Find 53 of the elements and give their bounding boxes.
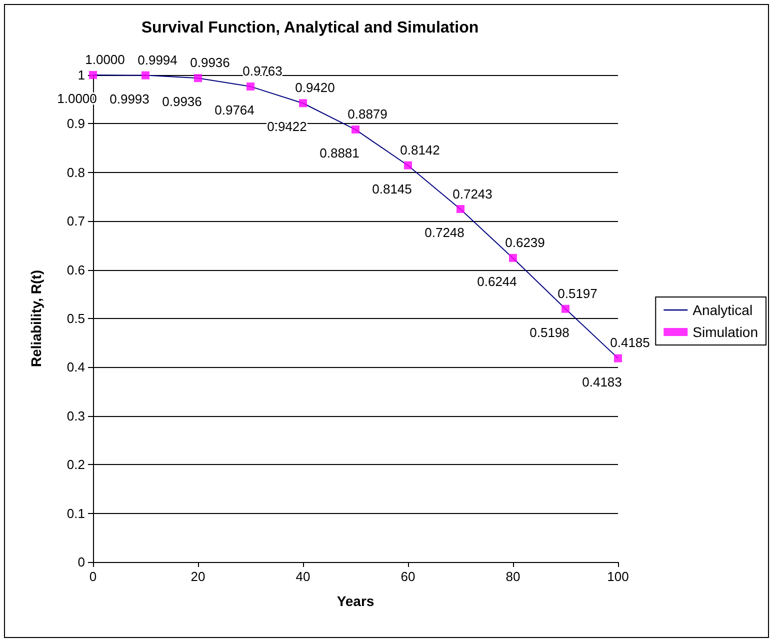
- y-tick-label: 0.7: [66, 214, 85, 229]
- data-label: 0.6244: [477, 274, 517, 289]
- data-label: 0.9764: [214, 102, 254, 118]
- data-label: 0.5198: [530, 324, 570, 340]
- point: [142, 71, 150, 80]
- y-axis-title: Reliability, R(t): [28, 270, 44, 367]
- x-tick-label: 40: [296, 569, 310, 584]
- data-label: 0.9763: [242, 64, 282, 79]
- point: [614, 354, 622, 362]
- y-tick-label: 1: [78, 68, 85, 82]
- x-tick-label: 100: [607, 569, 629, 584]
- point: [352, 125, 360, 134]
- y-tick-label: 0.2: [66, 457, 85, 472]
- point: [194, 74, 202, 82]
- data-label: 0.8879: [348, 106, 388, 122]
- data-label: 0.9420: [295, 80, 335, 96]
- legend-label: Analytical: [692, 302, 753, 318]
- data-label: 0.9422: [267, 119, 307, 134]
- point: [562, 304, 570, 313]
- x-axis-title: Years: [336, 593, 374, 609]
- data-label: 0.9994: [138, 52, 178, 68]
- point: [299, 99, 307, 108]
- y-tick-label: 0.3: [66, 408, 85, 424]
- data-label: 0.9993: [110, 91, 150, 106]
- point: [456, 205, 464, 214]
- legend-label: Simulation: [692, 324, 758, 340]
- point: [404, 161, 412, 170]
- data-label: 0.7248: [424, 225, 464, 240]
- x-tick-label: 0: [89, 569, 97, 584]
- data-label: 0.4185: [610, 335, 650, 350]
- data-label: 0.6239: [505, 235, 545, 250]
- data-label: 0.8145: [372, 181, 412, 196]
- y-tick-label: 0: [78, 554, 85, 570]
- y-tick-label: 0.6: [66, 262, 85, 278]
- data-label: 0.5197: [558, 286, 598, 301]
- data-label: 0.4183: [582, 374, 622, 390]
- data-label: 0.7243: [452, 186, 492, 202]
- data-label: 0.9936: [162, 94, 202, 110]
- data-label: 0.8142: [400, 142, 440, 158]
- y-tick-label: 0.5: [66, 311, 85, 326]
- y-tick-label: 0.9: [66, 116, 85, 132]
- data-label: 1.0000: [85, 52, 125, 67]
- data-label: 0.9936: [190, 55, 230, 70]
- chart-title: Survival Function, Analytical and Simulation: [141, 20, 479, 36]
- x-tick-label: 80: [506, 569, 520, 584]
- y-tick-label: 0.4: [66, 360, 85, 375]
- data-label: 0.8881: [320, 145, 360, 160]
- point: [509, 254, 517, 262]
- point: [246, 82, 254, 90]
- x-tick-label: 60: [400, 569, 416, 584]
- x-tick-label: 20: [190, 569, 206, 584]
- y-tick-label: 0.1: [66, 506, 85, 521]
- y-tick-label: 0.8: [66, 164, 85, 180]
